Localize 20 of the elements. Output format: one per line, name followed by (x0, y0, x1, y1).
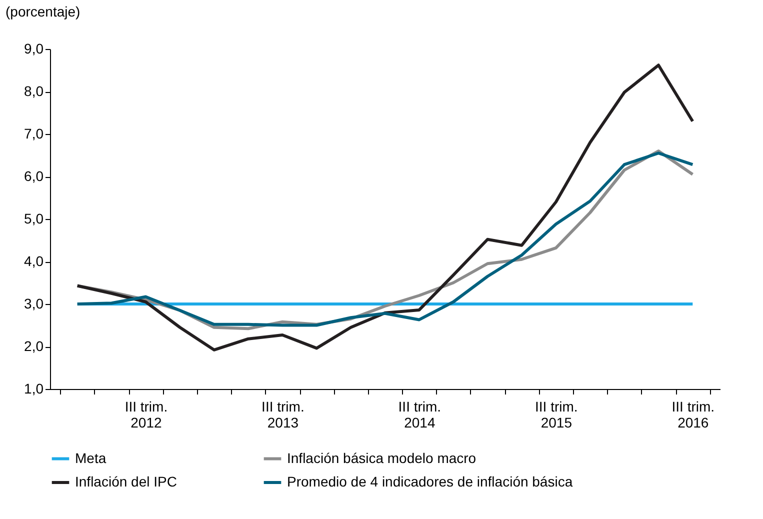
x-tick-label: III trim. 2013 (262, 398, 304, 430)
y-axis-title: (porcentaje) (6, 4, 80, 20)
x-tick-label: III trim. 2015 (535, 398, 578, 430)
y-tick-label: 7,0 (24, 126, 44, 142)
y-tick-label: 8,0 (24, 83, 44, 99)
x-tick-label: III trim. 2016 (672, 398, 715, 430)
y-tick-label: 2,0 (24, 338, 44, 354)
line-series (76, 64, 694, 352)
legend-label: Inflación básica modelo macro (287, 450, 476, 466)
y-tick-label: 1,0 (24, 380, 44, 396)
y-tick-label: 9,0 (24, 40, 44, 56)
legend-label: Meta (75, 450, 106, 466)
y-tick-label: 5,0 (24, 210, 44, 226)
y-tick-label: 3,0 (24, 296, 44, 312)
x-tick-label: III trim. 2012 (124, 398, 168, 430)
y-tick-label: 4,0 (24, 253, 44, 269)
legend-label: Inflación del IPC (75, 474, 177, 490)
y-tick-label: 6,0 (24, 168, 44, 184)
x-tick-label: III trim. 2014 (398, 398, 442, 430)
legend-label: Promedio de 4 indicadores de inflación básica (287, 474, 573, 490)
